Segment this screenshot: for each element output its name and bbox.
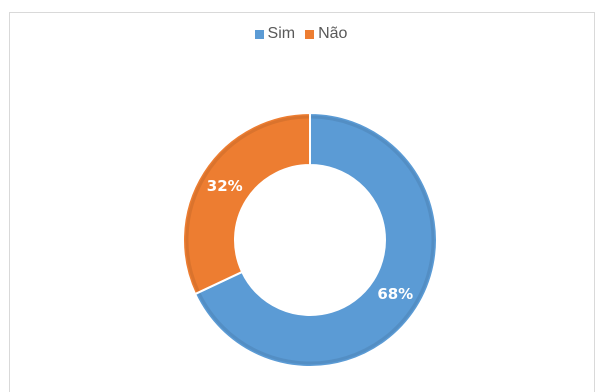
legend-label-sim: Sim bbox=[267, 25, 296, 42]
legend-label-nao: Não bbox=[318, 25, 348, 42]
donut-slice-sim bbox=[193, 111, 438, 368]
donut-slice-shade bbox=[197, 115, 435, 365]
legend-swatch-sim bbox=[254, 29, 264, 39]
donut-slice-nao bbox=[182, 111, 311, 296]
data-label-nao: 32% bbox=[207, 177, 243, 195]
data-label-sim: 68% bbox=[377, 285, 413, 303]
legend-item-nao: Não bbox=[305, 25, 347, 43]
legend-swatch-nao bbox=[305, 29, 315, 39]
legend: Sim Não bbox=[0, 25, 602, 43]
legend-item-sim: Sim bbox=[254, 25, 296, 43]
donut-slice-shade bbox=[185, 115, 309, 293]
